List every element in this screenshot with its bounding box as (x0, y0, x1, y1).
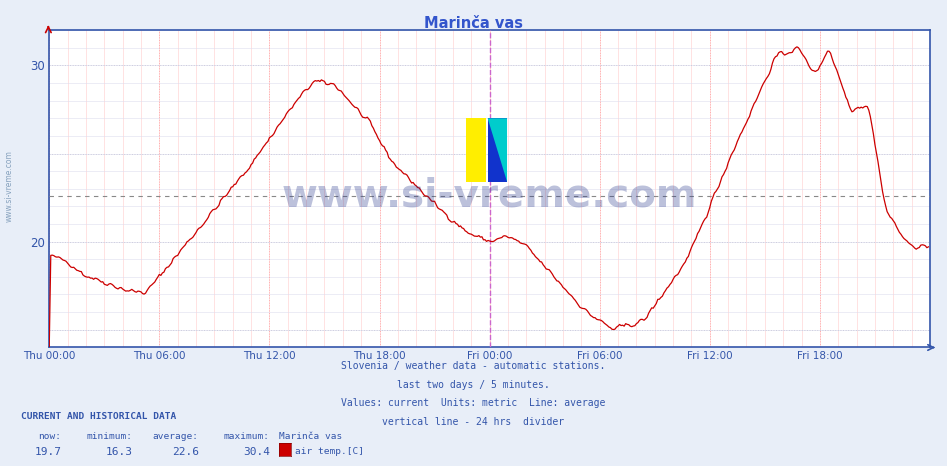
Text: air temp.[C]: air temp.[C] (295, 447, 365, 456)
Text: 19.7: 19.7 (34, 447, 62, 457)
Bar (488, 118, 507, 182)
Bar (466, 118, 486, 182)
Text: Marinča vas: Marinča vas (424, 16, 523, 31)
Text: www.si-vreme.com: www.si-vreme.com (5, 151, 14, 222)
Text: CURRENT AND HISTORICAL DATA: CURRENT AND HISTORICAL DATA (21, 412, 176, 421)
Text: average:: average: (152, 432, 199, 441)
Text: Marinča vas: Marinča vas (279, 432, 343, 441)
Text: last two days / 5 minutes.: last two days / 5 minutes. (397, 380, 550, 390)
Text: minimum:: minimum: (86, 432, 133, 441)
Text: vertical line - 24 hrs  divider: vertical line - 24 hrs divider (383, 417, 564, 427)
Text: maximum:: maximum: (223, 432, 270, 441)
Text: 22.6: 22.6 (171, 447, 199, 457)
Text: Values: current  Units: metric  Line: average: Values: current Units: metric Line: aver… (341, 398, 606, 408)
Text: 30.4: 30.4 (242, 447, 270, 457)
Text: www.si-vreme.com: www.si-vreme.com (282, 176, 697, 214)
Polygon shape (488, 118, 507, 182)
Text: 16.3: 16.3 (105, 447, 133, 457)
Text: Slovenia / weather data - automatic stations.: Slovenia / weather data - automatic stat… (341, 361, 606, 371)
Text: now:: now: (39, 432, 62, 441)
